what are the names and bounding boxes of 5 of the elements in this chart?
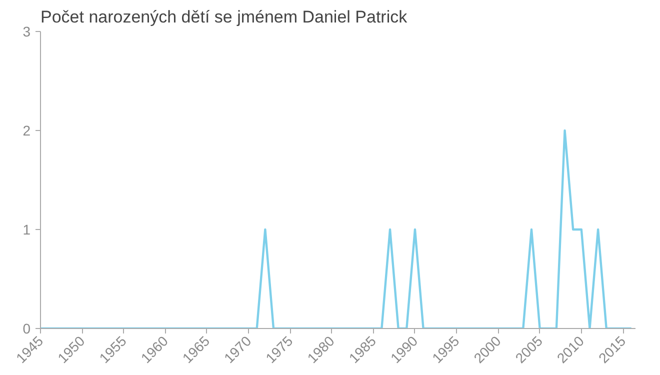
chart-title: Počet narozených dětí se jménem Daniel Patrick — [40, 8, 408, 26]
y-tick-label: 3 — [22, 24, 31, 40]
y-tick-label: 0 — [22, 320, 31, 336]
y-tick-label: 2 — [22, 122, 31, 138]
y-tick-label: 1 — [22, 222, 31, 238]
